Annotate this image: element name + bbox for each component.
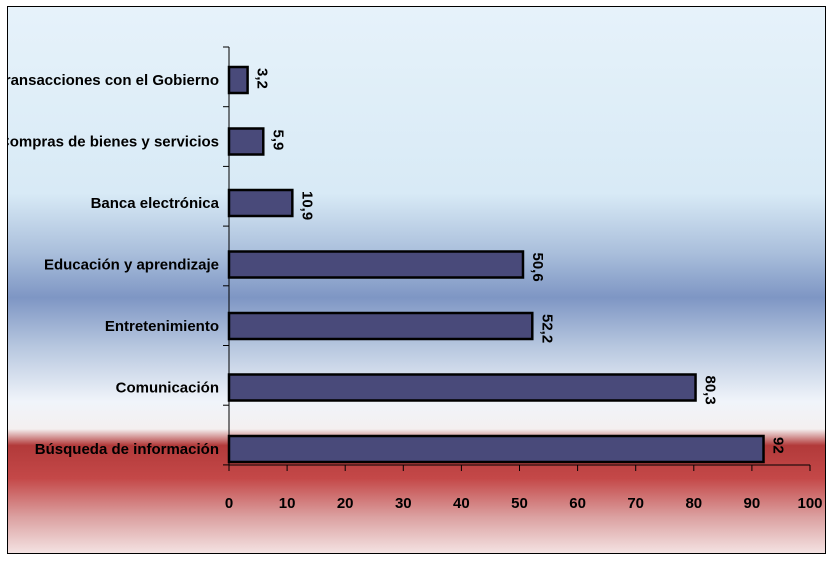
x-tick-label: 50 <box>511 495 528 512</box>
x-tick-label: 60 <box>569 495 586 512</box>
x-tick-label: 30 <box>395 495 412 512</box>
bar <box>227 373 697 402</box>
x-tick-label: 90 <box>744 495 761 512</box>
category-label: Búsqueda de información <box>35 441 219 458</box>
category-label: Transacciones con el Gobierno <box>8 72 219 89</box>
bar-chart: 0 10 20 30 40 50 60 70 80 90 100 Transacciones con … <box>8 7 825 553</box>
bar <box>227 127 265 156</box>
chart-background <box>8 7 825 553</box>
data-label: 3,2 <box>254 68 271 89</box>
bar <box>227 188 294 218</box>
bar <box>227 434 765 464</box>
x-tick-label: 40 <box>453 495 470 512</box>
x-tick-label: 0 <box>225 495 233 512</box>
data-label: 52,2 <box>538 314 555 343</box>
x-tick-label: 20 <box>337 495 354 512</box>
data-label: 5,9 <box>269 130 286 151</box>
category-label: Banca electrónica <box>91 195 220 212</box>
x-tick-label: 70 <box>627 495 644 512</box>
data-label: 80,3 <box>702 376 719 405</box>
data-label: 92 <box>770 437 787 454</box>
bar <box>227 65 249 95</box>
category-label: Entretenimiento <box>105 318 219 335</box>
x-tick-label: 80 <box>685 495 702 512</box>
x-tick-label: 100 <box>797 495 822 512</box>
x-tick-label: 10 <box>279 495 296 512</box>
data-label: 50,6 <box>529 253 546 282</box>
chart-frame: 0 10 20 30 40 50 60 70 80 90 100 Transacciones con … <box>7 6 826 554</box>
category-label: Compras de bienes y servicios <box>8 134 219 151</box>
category-label: Educación y aprendizaje <box>44 257 219 274</box>
bar <box>227 250 525 279</box>
data-label: 10,9 <box>298 191 315 220</box>
bar <box>227 311 534 341</box>
category-label: Comunicación <box>116 380 219 397</box>
